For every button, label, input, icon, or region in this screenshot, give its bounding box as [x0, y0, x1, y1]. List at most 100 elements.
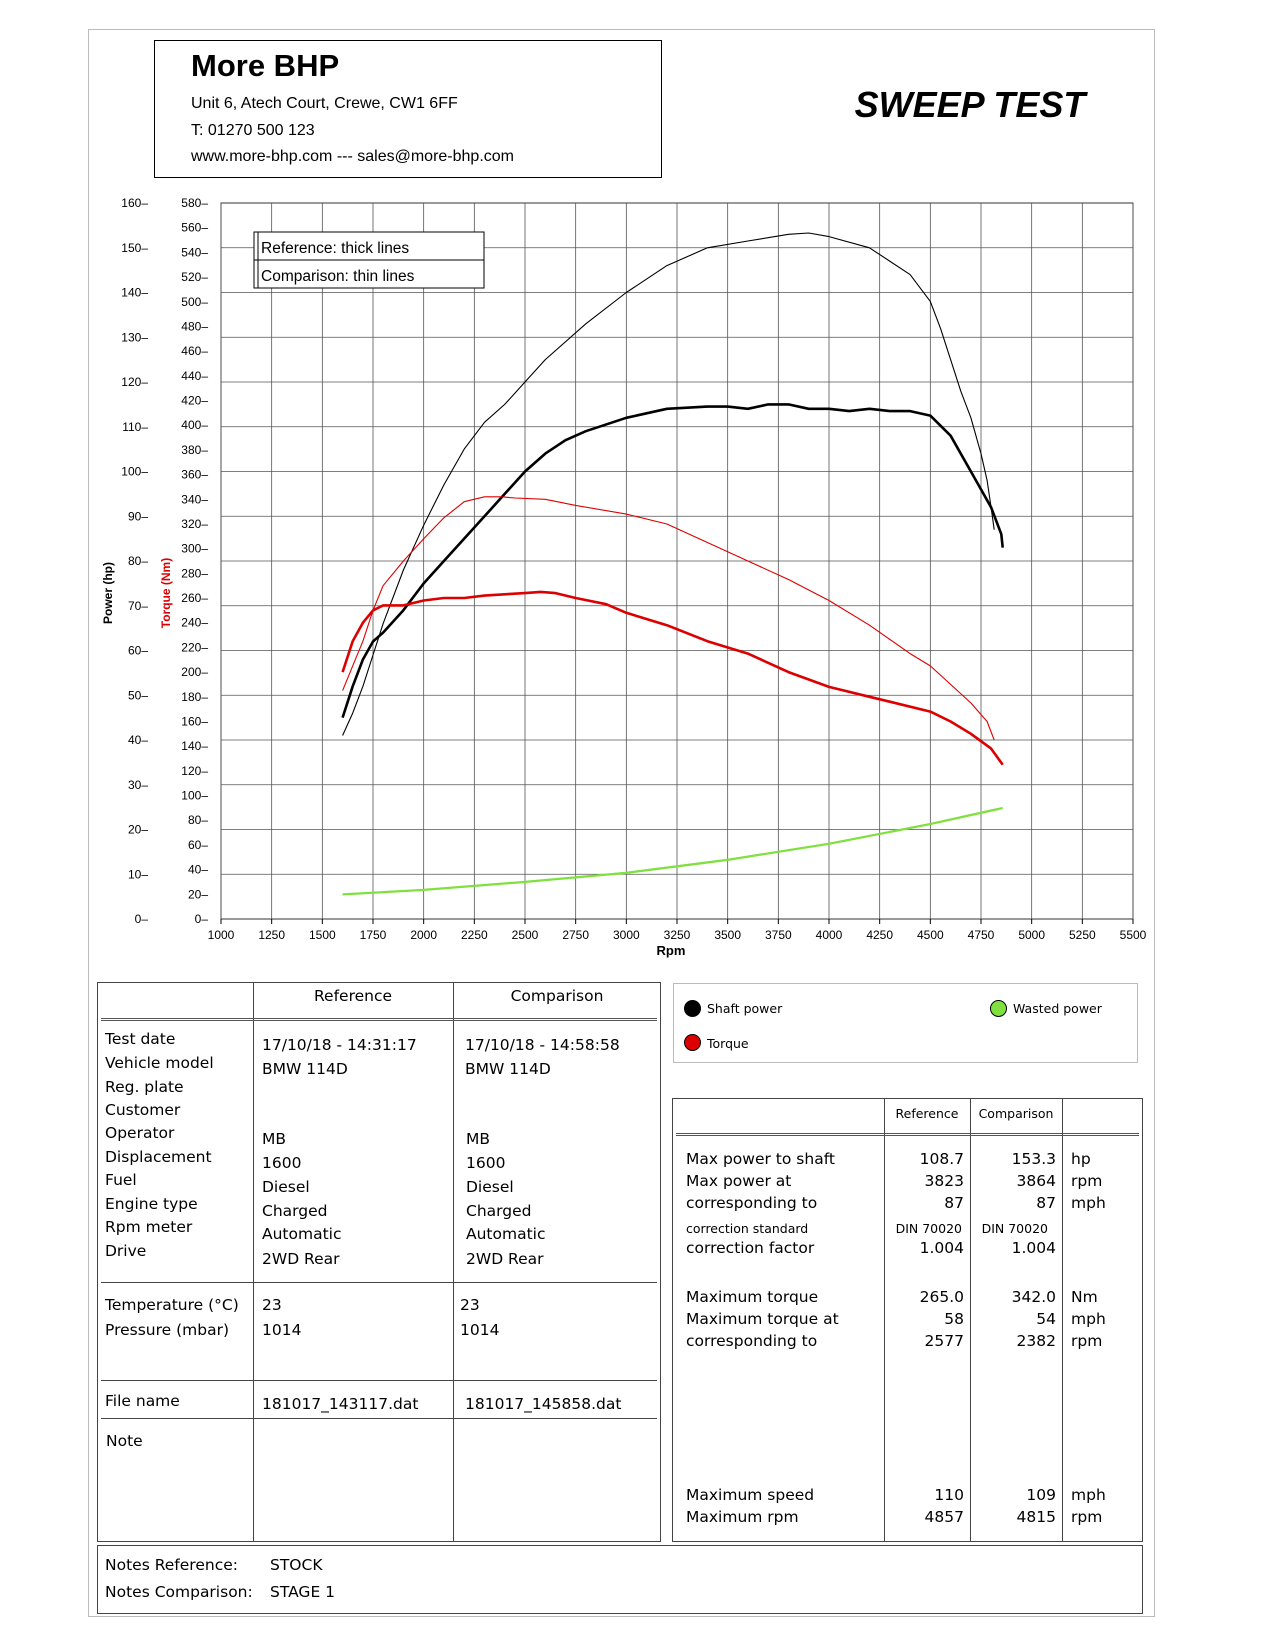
result-max-power-unit: hp [1071, 1150, 1091, 1168]
result-max-speed-ref: 110 [934, 1486, 964, 1504]
torque-tick-label: 200– [181, 665, 208, 679]
torque-tick-label: 320– [181, 517, 208, 531]
info-label-3: Customer [105, 1101, 181, 1119]
result-corr-std-cmp: DIN 70020 [981, 1221, 1048, 1236]
x-tick-label: 3750 [765, 928, 792, 942]
torque-tick-label: 520– [181, 270, 208, 284]
info-cmp-0: 17/10/18 - 14:58:58 [465, 1036, 620, 1054]
torque-tick-label: 180– [181, 690, 208, 704]
info-col-reference: Reference [313, 987, 393, 1005]
x-tick-label: 1000 [208, 928, 235, 942]
info-cmp-1: BMW 114D [465, 1060, 551, 1078]
chart-axes: 1000 1250 1500 1750 2000 2250 2500 2750 3000 3250… [121, 196, 1146, 942]
torque-tick-label: 280– [181, 566, 208, 580]
torque-tick-label: 460– [181, 344, 208, 358]
results-col-reference: Reference [895, 1106, 959, 1121]
torque-tick-label: 0– [195, 912, 209, 926]
result-max-torque-at-label: Maximum torque at [686, 1310, 839, 1328]
info-label-4: Operator [105, 1124, 175, 1142]
notes-reference-label: Notes Reference: [105, 1556, 238, 1574]
x-tick-label: 1750 [360, 928, 387, 942]
result-max-rpm-unit: rpm [1071, 1508, 1103, 1526]
note-label: Note [106, 1432, 143, 1450]
result-max-rpm-cmp: 4815 [1016, 1508, 1056, 1526]
x-tick-label: 5250 [1069, 928, 1096, 942]
file-name-label: File name [105, 1392, 180, 1410]
info-label-6: Fuel [105, 1171, 137, 1189]
wasted-power-legend-label: Wasted power [1013, 1001, 1102, 1016]
result-max-power-ref: 108.7 [919, 1150, 964, 1168]
x-tick-label: 2750 [562, 928, 589, 942]
temperature-label: Temperature (°C) [105, 1296, 239, 1314]
results-table [672, 1098, 1143, 1542]
result-max-torque-at-cmp: 54 [1036, 1310, 1056, 1328]
x-tick-label: 3500 [714, 928, 741, 942]
info-label-9: Drive [105, 1242, 147, 1260]
power-tick-label: 0– [135, 912, 149, 926]
company-address: Unit 6, Atech Court, Crewe, CW1 6FF [191, 95, 458, 112]
result-max-speed-unit: mph [1071, 1486, 1106, 1504]
result-max-torque-cmp: 342.0 [1011, 1288, 1056, 1306]
info-label-5: Displacement [105, 1148, 212, 1166]
x-tick-label: 3250 [664, 928, 691, 942]
torque-tick-label: 220– [181, 640, 208, 654]
power-axis-label: Power (hp) [101, 562, 115, 624]
info-label-1: Vehicle model [105, 1054, 214, 1072]
info-ref-0: 17/10/18 - 14:31:17 [262, 1036, 417, 1054]
result-corr-factor-cmp: 1.004 [1011, 1239, 1056, 1257]
torque-axis-label: Torque (Nm) [159, 558, 173, 628]
result-max-power-at-cmp: 3864 [1016, 1172, 1056, 1190]
power-tick-label: 100– [121, 465, 148, 479]
shaft-power-legend-label: Shaft power [707, 1001, 783, 1016]
result-corr-std-ref: DIN 70020 [895, 1221, 962, 1236]
torque-tick-label: 40– [188, 863, 208, 877]
info-ref-1: BMW 114D [262, 1060, 348, 1078]
torque-tick-label: 140– [181, 739, 208, 753]
result-max-power-at-label: Max power at [686, 1172, 792, 1190]
result-corr-factor-label: correction factor [686, 1239, 815, 1257]
power-tick-label: 20– [128, 823, 148, 837]
result-torque-corr-cmp: 2382 [1016, 1332, 1056, 1350]
result-max-torque-label: Maximum torque [686, 1288, 819, 1306]
info-cmp-6: Diesel [466, 1178, 514, 1196]
pressure-label: Pressure (mbar) [105, 1321, 230, 1339]
power-tick-label: 150– [121, 241, 148, 255]
torque-tick-label: 160– [181, 714, 208, 728]
power-tick-label: 130– [121, 330, 148, 344]
chart-legend-box: Reference: thick lines Comparison: thin … [253, 231, 485, 289]
temperature-ref: 23 [262, 1296, 282, 1314]
legend-reference-text: Reference: thick lines [261, 240, 409, 257]
power-tick-label: 120– [121, 375, 148, 389]
result-torque-corr-ref: 2577 [924, 1332, 964, 1350]
result-max-power-cmp: 153.3 [1011, 1150, 1056, 1168]
power-tick-label: 50– [128, 688, 148, 702]
result-max-power-label: Max power to shaft [686, 1150, 835, 1168]
notes-comparison-label: Notes Comparison: [105, 1583, 253, 1601]
notes-comparison-value: STAGE 1 [270, 1583, 336, 1601]
x-tick-label: 1500 [309, 928, 336, 942]
torque-tick-label: 540– [181, 245, 208, 259]
chart-grid [220, 202, 1134, 920]
page-frame [88, 29, 1155, 1617]
sweep-test-title: SWEEP TEST [854, 84, 1086, 125]
info-cmp-9: 2WD Rear [466, 1250, 544, 1268]
info-ref-5: 1600 [262, 1154, 302, 1172]
torque-tick-label: 580– [181, 196, 208, 210]
info-label-7: Engine type [105, 1195, 198, 1213]
info-ref-4: MB [262, 1130, 287, 1148]
results-col-comparison: Comparison [978, 1106, 1054, 1121]
x-tick-label: 5500 [1120, 928, 1147, 942]
result-max-torque-at-unit: mph [1071, 1310, 1106, 1328]
torque-tick-label: 560– [181, 221, 208, 235]
torque-tick-label: 60– [188, 838, 208, 852]
result-corr-to-cmp: 87 [1036, 1194, 1056, 1212]
x-tick-label: 3000 [613, 928, 640, 942]
shaft-power-comparison-line [342, 232, 995, 736]
dyno-chart: 1000 1250 1500 1750 2000 2250 2500 2750 3000 3250… [101, 196, 1147, 958]
power-tick-label: 60– [128, 644, 148, 658]
power-tick-label: 80– [128, 554, 148, 568]
info-ref-8: Automatic [262, 1225, 342, 1243]
chart-series [341, 232, 1004, 896]
result-max-speed-cmp: 109 [1026, 1486, 1056, 1504]
info-ref-6: Diesel [262, 1178, 310, 1196]
